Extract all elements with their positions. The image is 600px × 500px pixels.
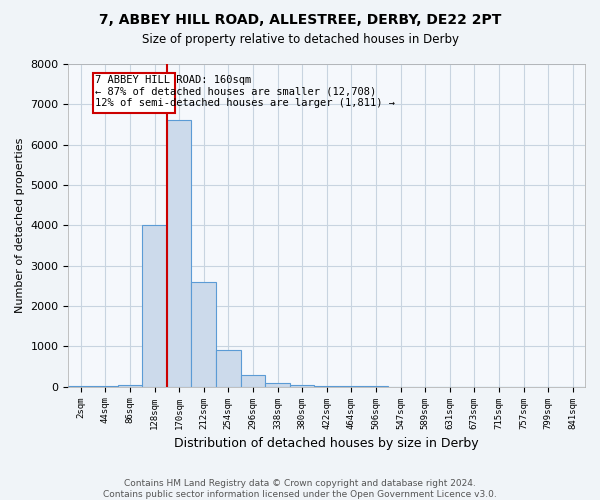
Y-axis label: Number of detached properties: Number of detached properties — [15, 138, 25, 313]
Bar — [290, 384, 314, 386]
Bar — [265, 382, 290, 386]
FancyBboxPatch shape — [94, 73, 175, 113]
Text: 7 ABBEY HILL ROAD: 160sqm: 7 ABBEY HILL ROAD: 160sqm — [95, 76, 252, 86]
Text: Contains HM Land Registry data © Crown copyright and database right 2024.: Contains HM Land Registry data © Crown c… — [124, 478, 476, 488]
Bar — [241, 374, 265, 386]
Text: 12% of semi-detached houses are larger (1,811) →: 12% of semi-detached houses are larger (… — [95, 98, 395, 108]
X-axis label: Distribution of detached houses by size in Derby: Distribution of detached houses by size … — [175, 437, 479, 450]
Text: Contains public sector information licensed under the Open Government Licence v3: Contains public sector information licen… — [103, 490, 497, 499]
Text: ← 87% of detached houses are smaller (12,708): ← 87% of detached houses are smaller (12… — [95, 86, 377, 97]
Text: Size of property relative to detached houses in Derby: Size of property relative to detached ho… — [142, 32, 458, 46]
Bar — [191, 282, 216, 387]
Bar — [142, 226, 167, 386]
Bar — [118, 384, 142, 386]
Bar — [167, 120, 191, 386]
Bar — [216, 350, 241, 386]
Text: 7, ABBEY HILL ROAD, ALLESTREE, DERBY, DE22 2PT: 7, ABBEY HILL ROAD, ALLESTREE, DERBY, DE… — [99, 12, 501, 26]
